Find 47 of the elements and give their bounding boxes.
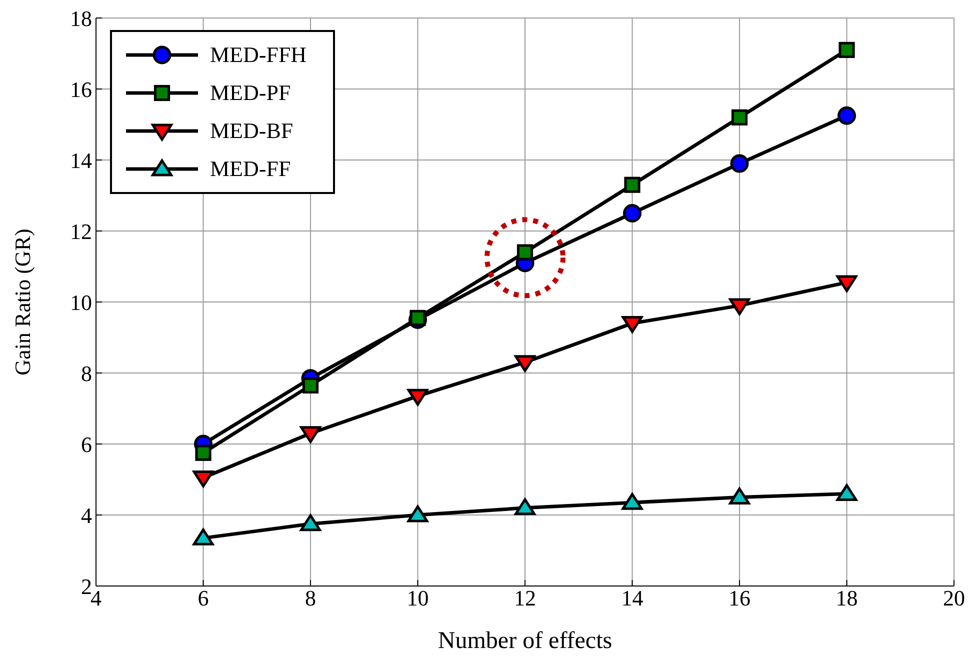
y-tick-label: 2: [81, 574, 92, 599]
point: [514, 355, 536, 372]
point: [192, 470, 214, 488]
point: [729, 298, 750, 316]
x-tick-label: 6: [198, 586, 209, 611]
y-tick-label: 6: [81, 432, 92, 457]
legend-label: MED-FFH: [210, 42, 307, 68]
point: [195, 444, 212, 461]
point: [300, 514, 321, 532]
point: [838, 42, 855, 58]
point: [622, 316, 643, 333]
point: [514, 498, 536, 516]
point: [624, 176, 640, 193]
y-axis-title: Gain Ratio (GR): [10, 228, 35, 376]
point: [192, 528, 214, 546]
point: [731, 109, 748, 126]
x-tick-label: 16: [728, 586, 750, 611]
y-tick-label: 18: [70, 6, 92, 31]
x-tick-label: 8: [305, 586, 316, 611]
point: [836, 484, 858, 501]
y-tick-label: 14: [70, 148, 92, 173]
y-tick-label: 10: [70, 290, 92, 315]
x-tick-label: 20: [943, 586, 965, 611]
point: [300, 426, 321, 443]
legend-label: MED-PF: [210, 80, 291, 106]
point: [729, 488, 750, 504]
point: [516, 244, 534, 260]
point: [730, 154, 749, 173]
legend-label: MED-FF: [210, 156, 291, 182]
point: [622, 492, 643, 510]
y-tick-label: 12: [70, 218, 92, 244]
point: [836, 275, 858, 292]
point: [302, 377, 319, 394]
point: [407, 388, 428, 406]
y-tick-label: 4: [81, 502, 92, 528]
y-tick-label: 8: [81, 360, 92, 386]
x-tick-label: 18: [836, 586, 858, 611]
x-tick-label: 14: [621, 586, 644, 611]
point: [623, 204, 642, 222]
point: [410, 310, 426, 326]
y-tick-label: 16: [70, 76, 92, 102]
point: [838, 106, 856, 125]
point: [407, 505, 428, 522]
x-tick-label: 12: [514, 586, 536, 611]
x-tick-label: 10: [406, 586, 429, 611]
legend-label: MED-BF: [210, 118, 294, 144]
x-axis-title: Number of effects: [438, 628, 612, 654]
